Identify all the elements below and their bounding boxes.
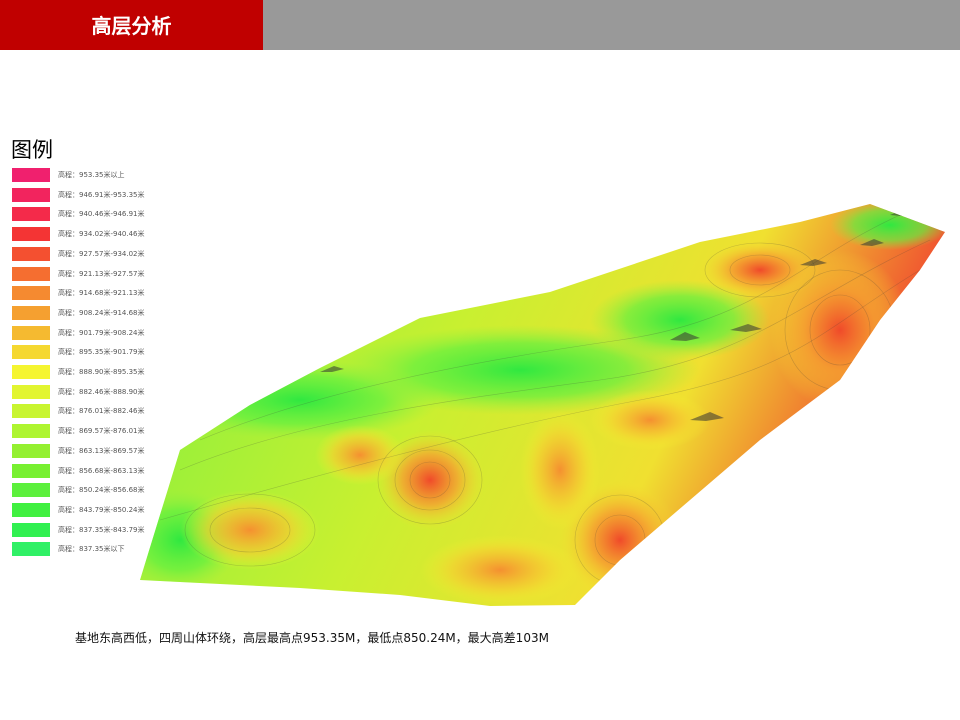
legend-swatch [12,443,50,458]
legend-item: 高程：908.24米-914.68米 [12,305,172,320]
legend-label: 高程：946.91米-953.35米 [58,190,145,199]
header-band [263,0,960,50]
legend-swatch [12,286,50,301]
legend-label: 高程：882.46米-888.90米 [58,387,145,396]
legend-swatch [12,522,50,537]
legend-swatch [12,266,50,281]
legend-label: 高程：856.68米-863.13米 [58,466,145,475]
header-title: 高层分析 [91,14,172,38]
legend-item: 高程：895.35米-901.79米 [12,345,172,360]
legend-label: 高程：863.13米-869.57米 [58,446,145,455]
legend-label: 高程：908.24米-914.68米 [58,308,145,317]
legend-item: 高程：837.35米以下 [12,542,172,557]
legend-swatch [12,404,50,419]
legend-item: 高程：876.01米-882.46米 [12,404,172,419]
legend-item: 高程：914.68米-921.13米 [12,286,172,301]
legend-swatch [12,463,50,478]
terrain [140,204,945,606]
legend-item: 高程：940.46米-946.91米 [12,207,172,222]
legend-item: 高程：856.68米-863.13米 [12,463,172,478]
caption: 基地东高西低，四周山体环绕，高层最高点953.35M，最低点850.24M，最大… [75,631,549,645]
legend-item: 高程：921.13米-927.57米 [12,266,172,281]
legend-item: 高程：934.02米-940.46米 [12,227,172,242]
legend-label: 高程：901.79米-908.24米 [58,328,145,337]
legend-swatch [12,345,50,360]
legend-swatch [12,325,50,340]
legend-title: 图例 [11,138,53,162]
legend-label: 高程：850.24米-856.68米 [58,486,145,495]
legend-swatch [12,384,50,399]
legend-item: 高程：837.35米-843.79米 [12,522,172,537]
legend-swatch [12,168,50,182]
legend-swatch [12,187,50,202]
header-bar [0,0,263,50]
legend-label: 高程：888.90米-895.35米 [58,368,145,376]
legend-swatch [12,542,50,557]
legend-swatch [12,483,50,498]
legend-label: 高程：876.01米-882.46米 [58,407,145,416]
legend-label: 高程：934.02米-940.46米 [58,230,145,239]
legend-label: 高程：869.57米-876.01米 [58,427,145,436]
legend-swatch [12,207,50,222]
legend-label: 高程：953.35米以上 [58,171,125,179]
legend-item: 高程：850.24米-856.68米 [12,483,172,498]
legend-item: 高程：953.35米以上 [12,168,172,182]
legend-swatch [12,424,50,439]
legend-item: 高程：888.90米-895.35米 [12,365,172,379]
legend-swatch [12,502,50,517]
legend-label: 高程：895.35米-901.79米 [58,348,145,357]
legend-item: 高程：882.46米-888.90米 [12,384,172,399]
legend-label: 高程：940.46米-946.91米 [58,210,145,219]
legend-swatch [12,227,50,242]
legend-swatch [12,305,50,320]
legend-item: 高程：946.91米-953.35米 [12,187,172,202]
legend-item: 高程：901.79米-908.24米 [12,325,172,340]
legend-item: 高程：843.79米-850.24米 [12,502,172,517]
legend-item: 高程：927.57米-934.02米 [12,246,172,261]
legend-label: 高程：921.13米-927.57米 [58,269,145,278]
legend-label: 高程：914.68米-921.13米 [58,289,145,298]
legend-swatch [12,365,50,379]
legend-item: 高程：863.13米-869.57米 [12,443,172,458]
legend-label: 高程：843.79米-850.24米 [58,505,145,514]
legend-label: 高程：837.35米以下 [58,545,125,554]
legend-label: 高程：837.35米-843.79米 [58,525,145,534]
legend-label: 高程：927.57米-934.02米 [58,249,145,258]
legend-item: 高程：869.57米-876.01米 [12,424,172,439]
legend-swatch [12,246,50,261]
